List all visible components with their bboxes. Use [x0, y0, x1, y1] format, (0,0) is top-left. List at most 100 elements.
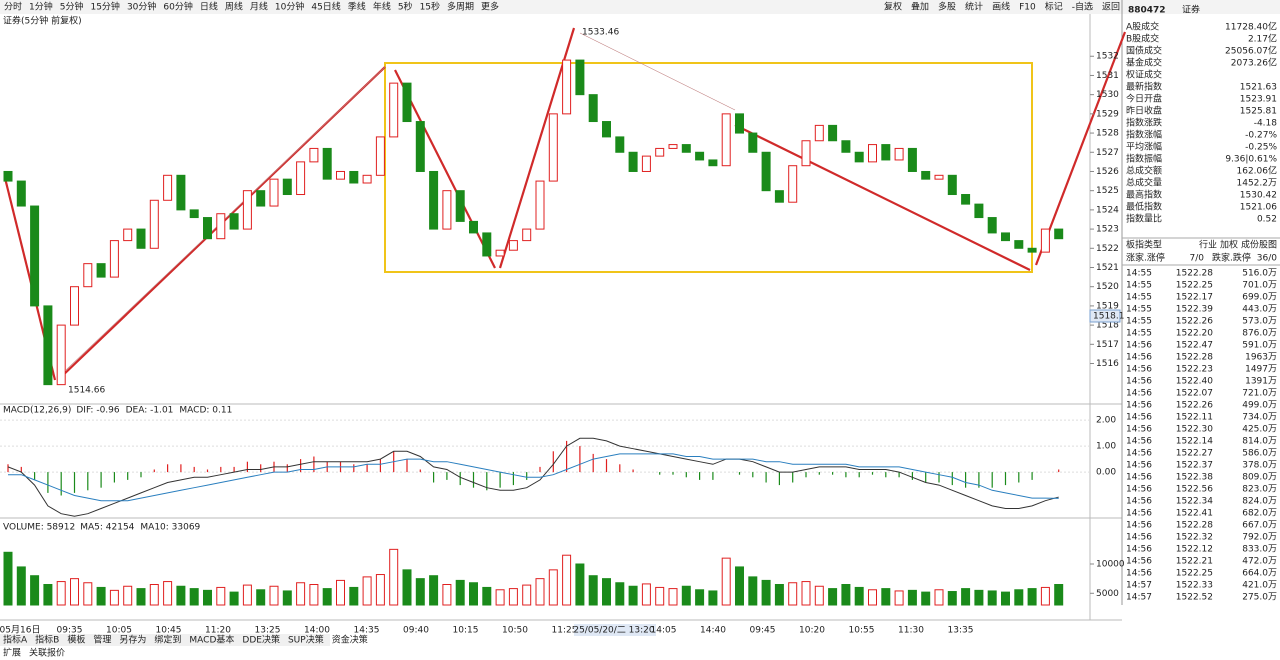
volume-bar [482, 586, 492, 606]
candle [149, 199, 159, 249]
period-button[interactable]: 15分钟 [90, 1, 119, 13]
trade-volume: 721.0万 [1242, 389, 1277, 399]
indicator-tab[interactable]: 另存为 [119, 634, 146, 646]
period-button[interactable]: 60分钟 [163, 1, 192, 13]
indicator-tab[interactable]: 管理 [93, 634, 111, 646]
candle [575, 59, 585, 96]
trade-price: 1522.38 [1176, 473, 1213, 483]
volume-bar [96, 586, 106, 606]
volume-bar [695, 589, 705, 606]
tool-button[interactable]: F10 [1019, 3, 1036, 13]
trade-price: 1522.52 [1176, 593, 1213, 603]
trade-volume: 833.0万 [1242, 545, 1277, 555]
trade-time: 14:56 [1126, 401, 1152, 411]
tool-button[interactable]: 统计 [965, 1, 983, 13]
y-tick-label: 1527 [1096, 148, 1119, 158]
period-button[interactable]: 周线 [225, 1, 243, 13]
price-flag [1089, 309, 1121, 323]
candle [681, 144, 691, 153]
sector-option[interactable]: 成份股图 [1241, 239, 1277, 251]
period-button[interactable]: 多周期 [447, 1, 474, 13]
trade-time: 14:56 [1126, 569, 1152, 579]
period-button[interactable]: 45日线 [311, 1, 340, 13]
period-button[interactable]: 1分钟 [29, 1, 53, 13]
volume-bar [575, 563, 585, 606]
info-value: 1523.91 [1240, 95, 1277, 105]
x-tick-label: 10:50 [502, 626, 528, 636]
candle [508, 240, 518, 251]
indicator-tab[interactable]: 指标A [3, 634, 28, 646]
volume-bar [123, 585, 133, 606]
candle [256, 190, 266, 207]
y-tick-label: 1532 [1096, 52, 1119, 62]
period-button[interactable]: 季线 [348, 1, 366, 13]
y-tick-label: 0.00 [1096, 468, 1116, 478]
y-tick-label: 10000 [1096, 560, 1125, 570]
chart-title: 证券(5分钟 前复权) [3, 15, 82, 27]
sector-option[interactable]: 行业 [1199, 239, 1217, 251]
candle [309, 147, 319, 163]
bottom-link[interactable]: 扩展 [3, 647, 21, 659]
candle [748, 132, 758, 153]
trade-time: 14:55 [1126, 293, 1152, 303]
tool-button[interactable]: 叠加 [911, 2, 929, 13]
period-button[interactable]: 分时 [4, 1, 22, 13]
tool-button[interactable]: 复权 [884, 1, 902, 13]
tool-button[interactable]: 标记 [1045, 1, 1063, 13]
tool-button[interactable]: 返回 [1102, 1, 1120, 13]
volume-readout: MA10: 33069 [140, 523, 200, 533]
volume-bar [109, 589, 119, 606]
volume-bar [429, 575, 439, 606]
trade-time: 14:56 [1126, 533, 1152, 543]
period-button[interactable]: 30分钟 [127, 1, 156, 13]
tool-button[interactable]: 多股 [938, 1, 956, 13]
x-tick-label: 10:15 [453, 626, 479, 636]
volume-bar [189, 588, 199, 606]
x-tick-label: 14:05 [651, 626, 677, 636]
sector-option[interactable]: 加权 [1220, 239, 1238, 251]
indicator-tab[interactable]: MACD基本 [189, 634, 234, 646]
period-button[interactable]: 年线 [373, 1, 391, 13]
volume-bar [907, 589, 917, 606]
period-button[interactable]: 15秒 [420, 1, 440, 13]
indicator-tab[interactable]: 指标B [35, 634, 59, 646]
trade-price: 1522.34 [1176, 497, 1213, 507]
indicator-tab[interactable]: 资金决策 [332, 634, 368, 646]
info-value: 1452.2万 [1237, 179, 1278, 189]
tool-button[interactable]: -自选 [1072, 1, 1093, 13]
period-button[interactable]: 10分钟 [275, 1, 304, 13]
bottom-link[interactable]: 关联报价 [29, 647, 65, 659]
candle [442, 190, 452, 230]
candle [522, 228, 532, 242]
period-button[interactable]: 5秒 [398, 1, 413, 13]
tool-button[interactable]: 画线 [992, 1, 1010, 13]
indicator-tab[interactable]: DDE决策 [242, 634, 280, 646]
volume-bar [455, 579, 465, 606]
period-button[interactable]: 月线 [250, 1, 268, 13]
info-label: 国债成交 [1126, 45, 1162, 57]
y-tick-label: 1524 [1096, 205, 1119, 215]
volume-bar [947, 591, 957, 606]
period-button[interactable]: 更多 [481, 1, 499, 13]
trade-price: 1522.28 [1176, 269, 1213, 279]
volume-bar [56, 581, 66, 606]
indicator-tab[interactable]: SUP决策 [288, 634, 324, 646]
cursor-time-bg [574, 624, 656, 636]
trade-price: 1522.26 [1176, 401, 1213, 411]
trade-time: 14:55 [1126, 269, 1152, 279]
candle [1014, 240, 1024, 249]
y-tick-label: 1525 [1096, 186, 1119, 196]
period-button[interactable]: 日线 [200, 1, 218, 13]
volume-bar [282, 590, 292, 606]
volume-bar [1014, 589, 1024, 606]
trade-volume: 734.0万 [1242, 413, 1277, 423]
candle [947, 174, 957, 196]
trade-time: 14:56 [1126, 413, 1152, 423]
info-label: 昨日收盘 [1126, 105, 1162, 117]
indicator-tab[interactable]: 绑定到 [154, 634, 181, 646]
period-button[interactable]: 5分钟 [60, 1, 84, 13]
volume-bar [987, 590, 997, 606]
trade-volume: 682.0万 [1242, 509, 1277, 519]
indicator-tab[interactable]: 模板 [67, 634, 85, 646]
